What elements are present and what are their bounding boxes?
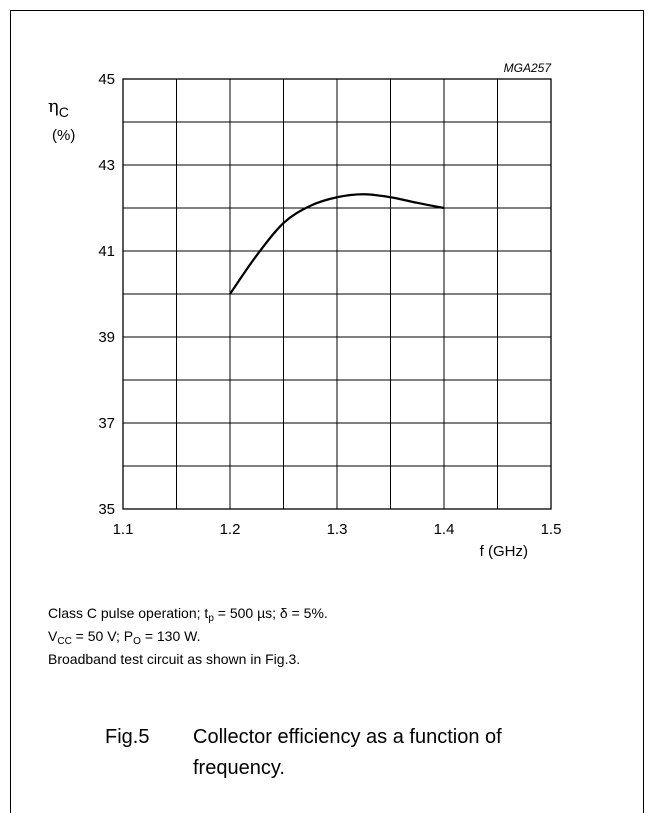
x-tick-labels: 1.1 1.2 1.3 1.4 1.5 [113,521,562,538]
figure-frame [10,10,644,813]
note-line-2: VCC = 50 V; PO = 130 W. [48,628,201,647]
figure-number: Fig.5 [105,726,150,748]
x-tick-label: 1.3 [327,521,348,538]
note-line-1: Class C pulse operation; tp = 500 µs; δ … [48,605,328,624]
x-tick-label: 1.2 [220,521,241,538]
x-axis-title: f (GHz) [480,543,528,560]
note-line-3: Broadband test circuit as shown in Fig.3… [48,651,301,667]
y-tick-label: 43 [98,157,115,174]
series-lines [229,193,445,295]
y-tick-label: 39 [98,329,115,346]
y-tick-label: 45 [98,71,115,88]
efficiency-curve [229,193,445,295]
y-tick-label: 37 [98,415,115,432]
x-tick-label: 1.1 [113,521,134,538]
y-axis-symbol: ηC [48,96,69,120]
y-tick-label: 41 [98,243,115,260]
plot-border [122,78,552,510]
conditions-notes: Class C pulse operation; tp = 500 µs; δ … [48,602,328,671]
y-tick-labels: 35 37 39 41 43 45 [98,71,115,518]
x-tick-label: 1.4 [434,521,455,538]
figure-caption: Fig.5 Collector efficiency as a function … [105,722,553,784]
x-tick-label: 1.5 [541,521,562,538]
grid-lines [123,79,551,509]
y-tick-label: 35 [98,501,115,518]
y-axis-unit: (%) [52,127,75,144]
caption-text: Collector efficiency as a function of fr… [193,726,502,779]
efficiency-chart: 1.1 1.2 1.3 1.4 1.5 35 37 39 41 43 45 MGA257 ηC (… [48,61,562,560]
figure-code: MGA257 [504,61,553,75]
